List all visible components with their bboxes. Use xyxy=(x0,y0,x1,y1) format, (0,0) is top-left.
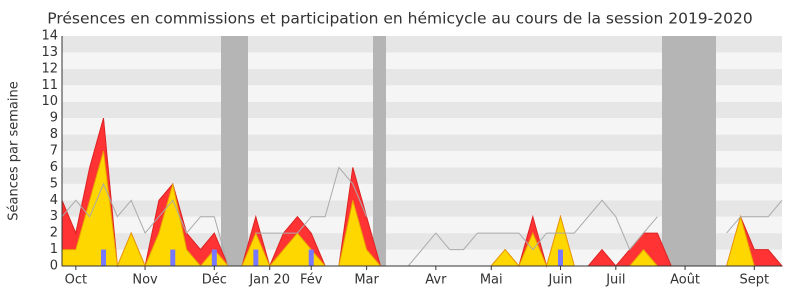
holiday-band xyxy=(662,36,716,266)
y-tick-label: 7 xyxy=(50,144,58,159)
y-tick-label: 6 xyxy=(50,160,58,175)
y-tick-label: 8 xyxy=(50,127,58,142)
x-tick-label: Oct xyxy=(65,273,87,288)
chart-title: Présences en commissions et participatio… xyxy=(47,10,752,28)
bar xyxy=(170,249,176,266)
bar xyxy=(308,249,314,266)
y-tick-label: 5 xyxy=(50,176,58,191)
x-tick-label: Fév xyxy=(300,273,323,288)
bar xyxy=(253,249,259,266)
bar xyxy=(101,249,107,266)
x-tick-label: Mai xyxy=(480,273,503,288)
y-tick-label: 9 xyxy=(50,111,58,126)
x-tick-label: Déc xyxy=(202,273,227,288)
y-axis-label: Séances par semaine xyxy=(7,81,22,220)
y-tick-label: 14 xyxy=(41,29,58,44)
y-tick-label: 10 xyxy=(41,94,58,109)
x-tick-label: Sept xyxy=(740,273,770,288)
holiday-band xyxy=(373,36,386,266)
y-tick-label: 12 xyxy=(41,61,58,76)
x-tick-label: Juin xyxy=(547,273,572,288)
x-tick-label: Avr xyxy=(425,273,447,288)
x-tick-label: Août xyxy=(670,273,700,288)
y-tick-label: 0 xyxy=(50,259,58,274)
bar xyxy=(211,249,217,266)
bar xyxy=(557,249,563,266)
y-tick-label: 4 xyxy=(50,193,58,208)
y-tick-label: 11 xyxy=(41,78,58,93)
x-tick-label: Jan 20 xyxy=(248,273,290,288)
median-line xyxy=(61,166,783,267)
x-tick-label: Juil xyxy=(605,273,625,288)
holiday-band xyxy=(221,36,248,266)
y-tick-label: 2 xyxy=(50,226,58,241)
y-tick-label: 3 xyxy=(50,209,58,224)
y-tick-label: 1 xyxy=(50,242,58,257)
x-tick-label: Nov xyxy=(132,273,158,288)
x-tick-label: Mar xyxy=(354,273,379,288)
y-tick-label: 13 xyxy=(41,45,58,60)
